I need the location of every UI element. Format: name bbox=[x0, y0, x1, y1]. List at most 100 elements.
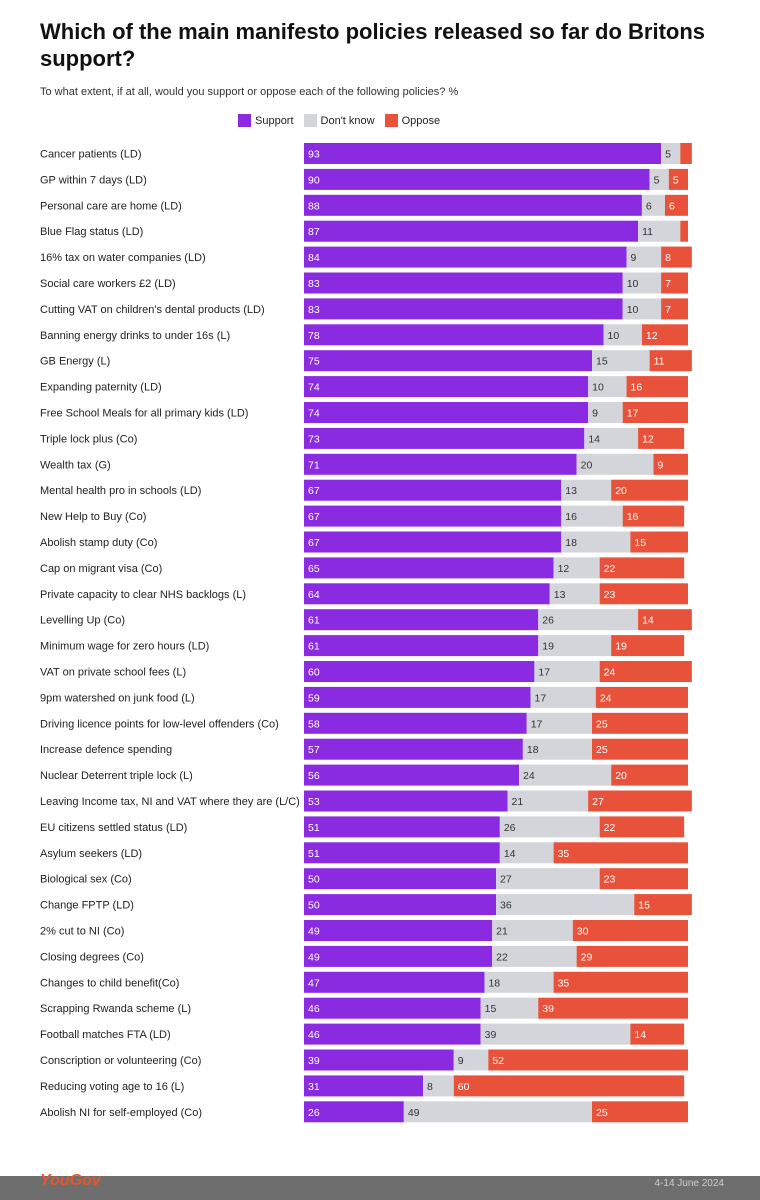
bar-support bbox=[304, 272, 623, 294]
category-label: Biological sex (Co) bbox=[40, 874, 132, 886]
data-label-oppose: 60 bbox=[458, 1081, 470, 1093]
data-label-support: 74 bbox=[308, 408, 320, 420]
data-label-support: 87 bbox=[308, 226, 320, 238]
bar-dont-know bbox=[638, 220, 681, 242]
bar-oppose bbox=[576, 945, 688, 967]
bar-oppose bbox=[599, 661, 692, 682]
bar-dont-know bbox=[453, 1049, 489, 1071]
bar-row: Triple lock plus (Co) 73 14 12 bbox=[40, 427, 685, 449]
bar-support bbox=[304, 1075, 424, 1097]
bar-row: Driving licence points for low-level off… bbox=[40, 712, 688, 734]
bar-oppose bbox=[599, 557, 685, 579]
category-label: 9pm watershed on junk food (L) bbox=[40, 692, 195, 704]
data-label-dont-know: 17 bbox=[535, 692, 547, 704]
bar-oppose bbox=[611, 479, 688, 501]
category-label: Cancer patients (LD) bbox=[40, 149, 142, 161]
bar-row: Abolish NI for self-employed (Co) 26 49 25 bbox=[40, 1101, 688, 1123]
bar-support bbox=[304, 531, 562, 553]
bar-row: Personal care are home (LD) 88 6 6 bbox=[40, 194, 688, 216]
bar-support bbox=[304, 661, 535, 682]
bar-oppose bbox=[599, 816, 685, 838]
data-label-oppose: 9 bbox=[657, 459, 663, 471]
data-label-oppose: 39 bbox=[542, 1003, 554, 1015]
bar-dont-know bbox=[484, 971, 554, 993]
data-label-support: 57 bbox=[308, 744, 320, 756]
data-label-support: 51 bbox=[308, 822, 320, 834]
data-label-oppose: 15 bbox=[638, 900, 650, 912]
category-label: Scrapping Rwanda scheme (L) bbox=[40, 1003, 191, 1015]
data-label-dont-know: 17 bbox=[531, 718, 543, 730]
bar-row: Cutting VAT on children's dental product… bbox=[40, 298, 688, 320]
data-label-oppose: 23 bbox=[604, 589, 616, 601]
data-label-support: 58 bbox=[308, 718, 320, 730]
data-label-dont-know: 8 bbox=[427, 1081, 433, 1093]
bar-row: Conscription or volunteering (Co) 39 9 52 bbox=[40, 1049, 688, 1071]
bar-row: Scrapping Rwanda scheme (L) 46 15 39 bbox=[40, 997, 688, 1019]
data-label-oppose: 19 bbox=[615, 641, 627, 653]
bar-oppose bbox=[634, 894, 692, 916]
data-label-dont-know: 10 bbox=[627, 278, 639, 290]
bar-support bbox=[304, 816, 500, 838]
bar-oppose bbox=[572, 920, 688, 941]
bar-dont-know bbox=[592, 350, 650, 372]
data-label-dont-know: 5 bbox=[654, 174, 660, 186]
bar-support bbox=[304, 686, 531, 708]
bar-support bbox=[304, 402, 589, 423]
bar-support bbox=[304, 1049, 454, 1071]
bar-support bbox=[304, 894, 496, 916]
bar-support bbox=[304, 971, 485, 993]
data-label-dont-know: 10 bbox=[627, 304, 639, 316]
bar-row: Wealth tax (G) 71 20 9 bbox=[40, 453, 688, 475]
data-label-oppose: 20 bbox=[615, 485, 627, 497]
bar-oppose bbox=[592, 738, 688, 760]
data-label-support: 71 bbox=[308, 459, 320, 471]
bar-oppose bbox=[553, 842, 688, 864]
bar-oppose bbox=[595, 686, 688, 708]
data-label-dont-know: 9 bbox=[592, 408, 598, 420]
bar-row: Cancer patients (LD) 93 5 bbox=[40, 143, 692, 164]
data-label-support: 78 bbox=[308, 330, 320, 342]
data-label-oppose: 8 bbox=[665, 252, 671, 264]
data-label-support: 73 bbox=[308, 433, 320, 445]
data-label-support: 46 bbox=[308, 1029, 320, 1041]
data-label-support: 47 bbox=[308, 977, 320, 989]
category-label: Leaving Income tax, NI and VAT where the… bbox=[40, 796, 300, 808]
bar-row: 16% tax on water companies (LD) 84 9 8 bbox=[40, 246, 692, 268]
data-label-dont-know: 17 bbox=[538, 667, 550, 679]
bar-support bbox=[304, 738, 523, 760]
category-label: Abolish stamp duty (Co) bbox=[40, 537, 157, 549]
bar-dont-know bbox=[499, 816, 600, 838]
data-label-oppose: 14 bbox=[642, 615, 654, 627]
data-label-oppose: 12 bbox=[646, 330, 658, 342]
bar-support bbox=[304, 997, 481, 1019]
data-label-support: 39 bbox=[308, 1055, 320, 1067]
bar-oppose bbox=[599, 583, 688, 605]
category-label: Levelling Up (Co) bbox=[40, 615, 125, 627]
data-label-dont-know: 27 bbox=[500, 874, 512, 886]
bar-dont-know bbox=[492, 920, 573, 941]
bar-support bbox=[304, 609, 539, 631]
bar-dont-know bbox=[492, 945, 577, 967]
data-label-dont-know: 39 bbox=[485, 1029, 497, 1041]
bar-support bbox=[304, 945, 493, 967]
footer-band bbox=[0, 1176, 760, 1200]
bar-dont-know bbox=[519, 764, 612, 786]
data-label-oppose: 22 bbox=[604, 563, 616, 575]
data-label-dont-know: 16 bbox=[565, 511, 577, 523]
bar-oppose bbox=[641, 324, 688, 346]
data-label-support: 67 bbox=[308, 537, 320, 549]
bar-row: Minimum wage for zero hours (LD) 61 19 19 bbox=[40, 635, 685, 657]
category-label: Cutting VAT on children's dental product… bbox=[40, 304, 265, 316]
data-label-support: 56 bbox=[308, 770, 320, 782]
bar-oppose bbox=[626, 376, 688, 398]
data-label-support: 64 bbox=[308, 589, 320, 601]
category-label: GP within 7 days (LD) bbox=[40, 174, 147, 186]
bar-support bbox=[304, 635, 539, 657]
data-label-support: 53 bbox=[308, 796, 320, 808]
category-label: GB Energy (L) bbox=[40, 356, 110, 368]
bar-row: Closing degrees (Co) 49 22 29 bbox=[40, 945, 688, 967]
bar-dont-know bbox=[561, 505, 623, 527]
category-label: Driving licence points for low-level off… bbox=[40, 718, 279, 730]
bar-oppose bbox=[664, 194, 688, 216]
